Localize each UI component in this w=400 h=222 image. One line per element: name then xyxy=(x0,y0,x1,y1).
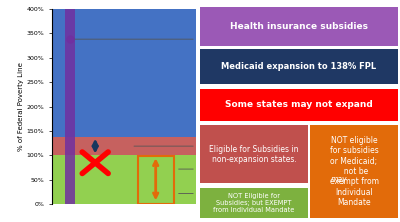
Text: Some states may not expand: Some states may not expand xyxy=(225,100,373,109)
FancyBboxPatch shape xyxy=(307,124,400,219)
FancyBboxPatch shape xyxy=(194,6,400,46)
Bar xyxy=(52,137,196,155)
FancyBboxPatch shape xyxy=(194,88,400,122)
Bar xyxy=(138,156,174,204)
Text: NOT eligible
for subsidies
or Medicaid;
  not be
exempt from
Individual
Mandate: NOT eligible for subsidies or Medicaid; … xyxy=(330,136,378,207)
Text: may: may xyxy=(330,175,347,184)
Y-axis label: % of Federal Poverty Line: % of Federal Poverty Line xyxy=(18,62,24,151)
Text: Health insurance subsidies: Health insurance subsidies xyxy=(230,22,368,31)
Bar xyxy=(52,155,196,204)
FancyBboxPatch shape xyxy=(197,124,311,184)
Bar xyxy=(65,9,75,204)
Text: NOT Eligible for
Subsidies; but EXEMPT
from Individual Mandate: NOT Eligible for Subsidies; but EXEMPT f… xyxy=(213,192,295,213)
Text: Medicaid expansion to 138% FPL: Medicaid expansion to 138% FPL xyxy=(222,62,376,71)
FancyBboxPatch shape xyxy=(194,49,400,85)
Text: NOT eligible
for subsidies
or Medicaid;
may not be
exempt from
Individual
Mandat: NOT eligible for subsidies or Medicaid; … xyxy=(0,221,1,222)
Bar xyxy=(52,9,196,137)
FancyBboxPatch shape xyxy=(197,187,311,218)
Text: Eligible for Subsidies in
non-expansion states.: Eligible for Subsidies in non-expansion … xyxy=(209,145,299,164)
